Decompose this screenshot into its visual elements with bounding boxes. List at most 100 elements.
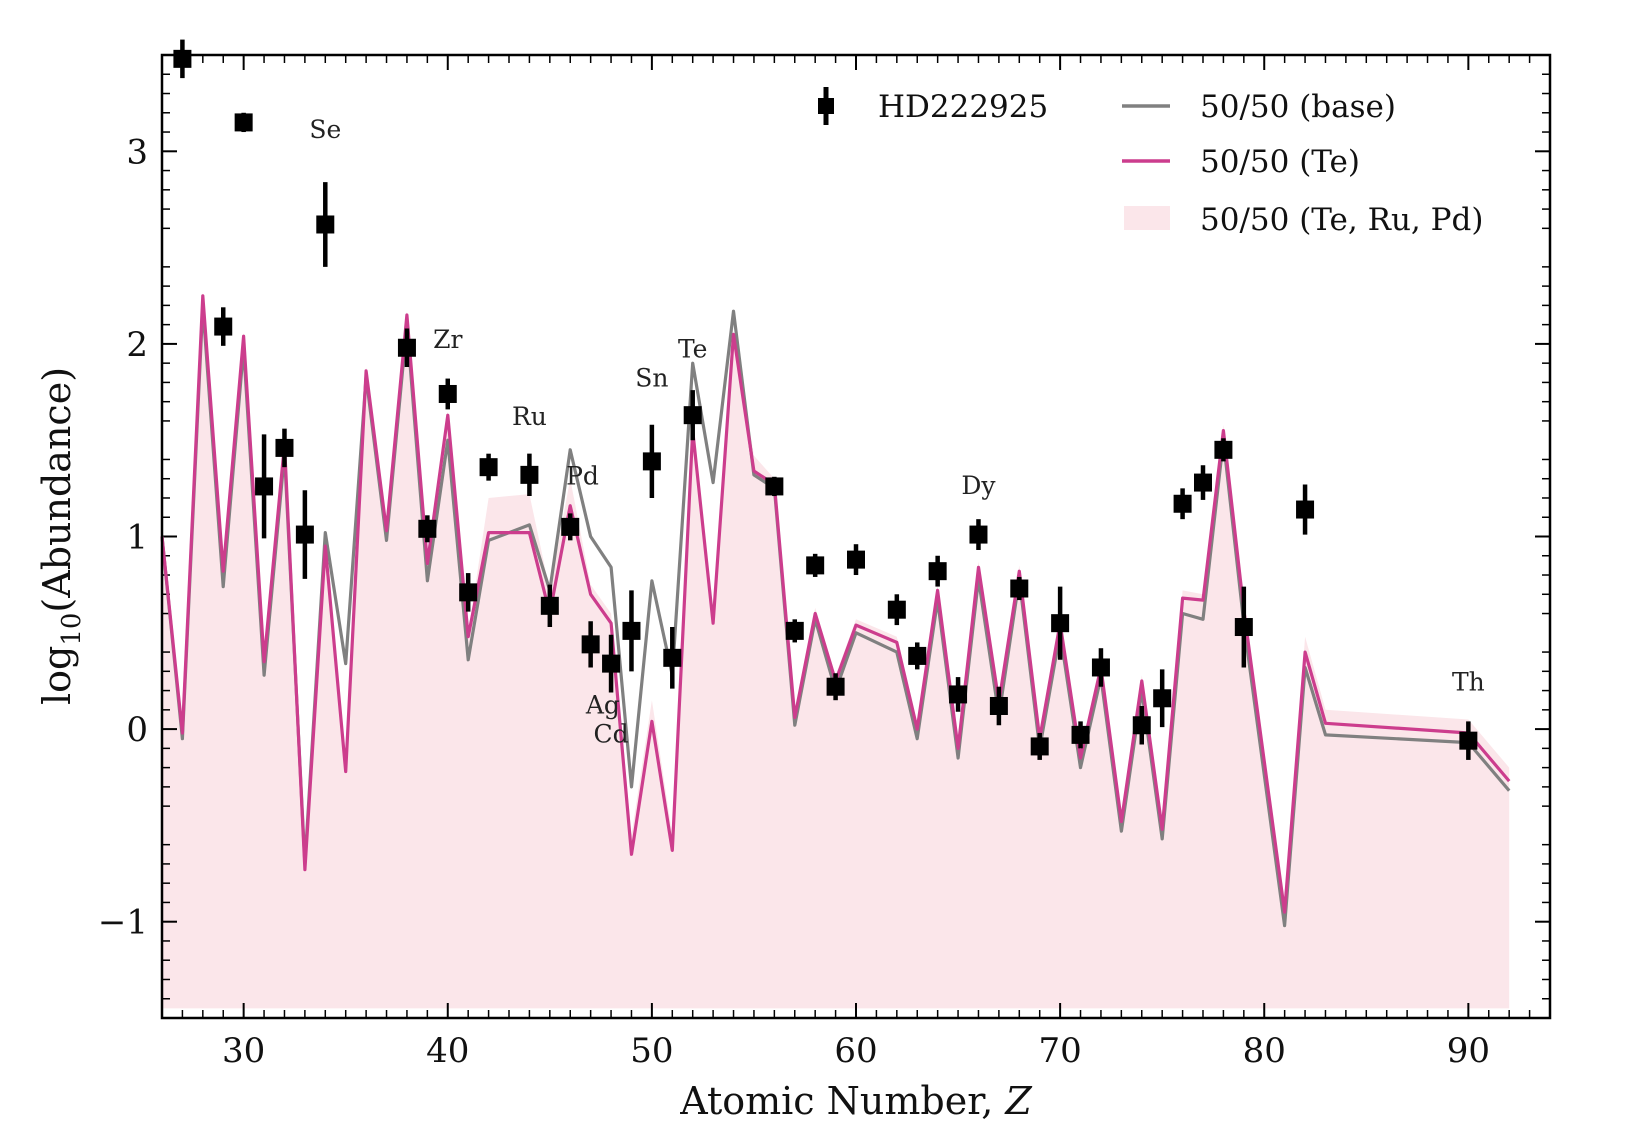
observed-marker <box>561 517 580 536</box>
observed-point <box>765 476 784 497</box>
legend: HD222925 50/50 (base) 50/50 (Te) 50/50 (… <box>818 87 1483 238</box>
observed-point <box>847 544 865 576</box>
observed-point <box>1091 648 1110 687</box>
observed-point <box>622 590 641 672</box>
observed-marker <box>1173 494 1192 513</box>
observed-point <box>908 642 927 670</box>
legend-observed-label: HD222925 <box>878 89 1048 125</box>
observed-point <box>826 673 845 701</box>
observed-marker <box>887 600 906 619</box>
element-label: Se <box>309 115 341 144</box>
observed-point <box>418 515 437 543</box>
x-axis-title: Atomic Number, Z <box>679 1079 1032 1123</box>
observed-marker <box>765 477 784 496</box>
observed-marker <box>397 338 416 357</box>
observed-marker <box>806 556 825 575</box>
observed-marker <box>1091 658 1110 677</box>
x-tick-label: 90 <box>1447 1031 1490 1071</box>
observed-marker <box>459 583 478 602</box>
observed-point <box>1296 484 1315 535</box>
y-tick-label: 3 <box>126 132 148 172</box>
legend-observed: HD222925 <box>818 87 1048 125</box>
element-label: Ag <box>585 691 620 720</box>
legend-base-label: 50/50 (base) <box>1200 89 1396 125</box>
observed-marker <box>908 646 927 665</box>
observed-marker <box>1071 725 1090 744</box>
observed-marker <box>1010 579 1029 598</box>
observed-point <box>949 677 968 712</box>
observed-marker <box>1214 440 1233 459</box>
legend-te: 50/50 (Te) <box>1122 144 1360 180</box>
observed-point <box>1051 586 1070 660</box>
major-ticks <box>162 55 1550 1018</box>
observed-point <box>683 390 702 441</box>
x-tick-label: 40 <box>426 1031 469 1071</box>
x-tick-label: 60 <box>834 1031 877 1071</box>
observed-point <box>214 307 233 346</box>
observed-marker <box>1153 689 1172 708</box>
observed-marker <box>581 635 600 654</box>
observed-marker <box>438 384 457 403</box>
observed-marker <box>785 621 804 640</box>
observed-marker <box>949 685 968 704</box>
observed-marker <box>173 49 192 68</box>
y-tick-label: −1 <box>98 903 148 943</box>
observed-point <box>540 584 559 628</box>
x-tick-label: 80 <box>1243 1031 1286 1071</box>
plot-frame <box>160 53 1552 1020</box>
observed-point <box>275 428 294 468</box>
observed-point <box>1214 438 1233 462</box>
observed-point <box>459 573 478 612</box>
element-label: Cd <box>593 720 628 749</box>
observed-point <box>887 594 906 626</box>
observed-point <box>295 490 314 579</box>
observed-marker <box>1459 731 1478 750</box>
observed-marker <box>479 458 498 477</box>
observed-marker <box>989 696 1008 715</box>
element-label: Ru <box>512 402 547 431</box>
y-tick-labels: −1 0 1 2 3 <box>98 132 148 942</box>
observed-point <box>1234 586 1253 668</box>
observed-point <box>806 553 825 577</box>
minor-ticks <box>162 55 1550 1018</box>
observed-point <box>1459 721 1478 760</box>
observed-marker <box>316 215 335 234</box>
observed-point <box>1153 669 1172 728</box>
observed-marker <box>1194 473 1212 492</box>
y-axis-title: log10(Abundance) <box>35 367 87 705</box>
observed-point <box>1030 732 1049 760</box>
observed-marker <box>1132 716 1151 735</box>
observed-marker <box>928 562 947 581</box>
observed-marker <box>1030 737 1049 756</box>
x-tick-label: 50 <box>630 1031 673 1071</box>
observed-marker <box>214 317 233 336</box>
element-label: Dy <box>961 471 996 500</box>
observed-marker <box>622 621 641 640</box>
observed-marker <box>642 452 661 471</box>
observed-marker <box>663 648 682 667</box>
observed-marker <box>1051 614 1070 633</box>
element-label: Te <box>678 334 708 363</box>
y-tick-label: 2 <box>126 325 148 365</box>
observed-marker <box>1296 500 1315 519</box>
element-label: Pd <box>566 461 599 490</box>
observed-marker <box>295 525 314 544</box>
observed-marker <box>234 113 253 132</box>
observed-point <box>1071 721 1090 749</box>
observed-point <box>785 619 804 643</box>
observed-point <box>234 112 253 133</box>
observed-marker <box>847 550 865 569</box>
x-tick-label: 70 <box>1038 1031 1081 1071</box>
te-model-line <box>160 294 1511 914</box>
observed-points <box>173 39 1478 760</box>
observed-marker <box>418 519 437 538</box>
legend-base: 50/50 (base) <box>1122 89 1396 125</box>
observed-point <box>397 328 416 368</box>
observed-marker <box>683 406 702 425</box>
observed-marker <box>826 677 845 696</box>
observed-marker <box>969 525 988 544</box>
observed-marker <box>275 438 294 457</box>
observed-point <box>255 434 274 539</box>
